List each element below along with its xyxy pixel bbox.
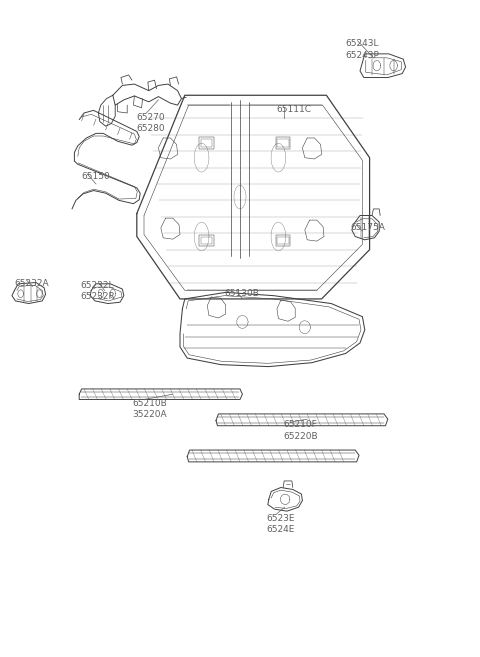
Bar xyxy=(277,237,289,244)
Bar xyxy=(199,235,214,246)
Text: 65130B: 65130B xyxy=(225,289,260,298)
Text: 65210B
35220A: 65210B 35220A xyxy=(132,399,167,419)
Bar xyxy=(199,137,214,149)
Text: 6523E
6524E: 6523E 6524E xyxy=(266,514,295,534)
Bar xyxy=(201,237,212,244)
Text: 65232L
65232R: 65232L 65232R xyxy=(81,281,115,302)
Bar xyxy=(277,139,289,147)
Bar xyxy=(276,137,290,149)
Text: 65150: 65150 xyxy=(82,172,110,181)
Text: 65243L
65243P: 65243L 65243P xyxy=(346,39,380,60)
Text: 65270
65280: 65270 65280 xyxy=(137,113,166,133)
Text: 65232A: 65232A xyxy=(14,279,49,288)
Text: 65175A: 65175A xyxy=(350,223,385,233)
Bar xyxy=(276,235,290,246)
Text: 65210F
65220B: 65210F 65220B xyxy=(283,420,318,441)
Text: 65111C: 65111C xyxy=(276,105,311,114)
Bar xyxy=(201,139,212,147)
